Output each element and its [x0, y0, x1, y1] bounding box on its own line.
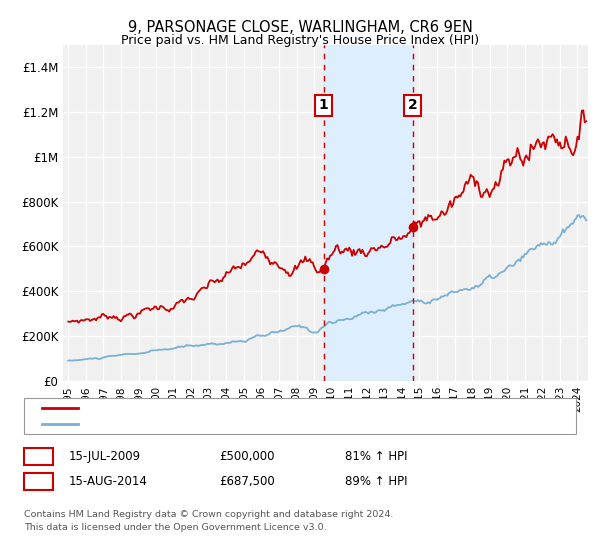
Text: Price paid vs. HM Land Registry's House Price Index (HPI): Price paid vs. HM Land Registry's House …	[121, 34, 479, 46]
Text: 2: 2	[408, 99, 418, 113]
Text: £500,000: £500,000	[219, 450, 275, 463]
Text: 9, PARSONAGE CLOSE, WARLINGHAM, CR6 9EN: 9, PARSONAGE CLOSE, WARLINGHAM, CR6 9EN	[128, 20, 472, 35]
Text: 15-AUG-2014: 15-AUG-2014	[69, 475, 148, 488]
Text: £687,500: £687,500	[219, 475, 275, 488]
Text: HPI: Average price, semi-detached house, Tandridge: HPI: Average price, semi-detached house,…	[87, 419, 373, 429]
Text: 1: 1	[34, 449, 43, 464]
Text: 9, PARSONAGE CLOSE, WARLINGHAM, CR6 9EN (semi-detached house): 9, PARSONAGE CLOSE, WARLINGHAM, CR6 9EN …	[87, 403, 475, 413]
Text: This data is licensed under the Open Government Licence v3.0.: This data is licensed under the Open Gov…	[24, 523, 326, 532]
Text: 89% ↑ HPI: 89% ↑ HPI	[345, 475, 407, 488]
Text: 81% ↑ HPI: 81% ↑ HPI	[345, 450, 407, 463]
Text: Contains HM Land Registry data © Crown copyright and database right 2024.: Contains HM Land Registry data © Crown c…	[24, 510, 394, 519]
Text: 15-JUL-2009: 15-JUL-2009	[69, 450, 141, 463]
Text: 2: 2	[34, 475, 43, 488]
Text: 1: 1	[319, 99, 328, 113]
Bar	[323, 45, 413, 381]
